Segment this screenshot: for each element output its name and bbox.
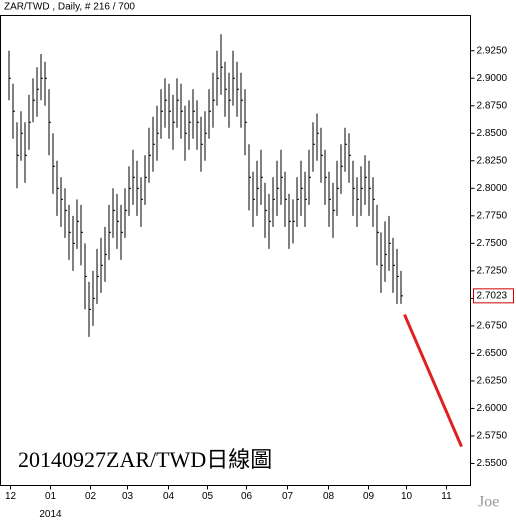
x-tick-label: 12 <box>5 491 17 502</box>
y-tick-label: 2.7250 <box>477 266 508 277</box>
y-tick-label: 2.5500 <box>477 458 508 469</box>
last-price-label: 2.7023 <box>477 290 508 301</box>
x-tick-label: 10 <box>401 491 413 502</box>
y-tick-label: 2.6000 <box>477 403 508 414</box>
x-tick-label: 01 <box>45 491 57 502</box>
y-tick-label: 2.8750 <box>477 100 508 111</box>
x-tick-label: 03 <box>122 491 134 502</box>
y-tick-label: 2.9250 <box>477 45 508 56</box>
x-year-label: 2014 <box>39 509 62 520</box>
y-tick-label: 2.8000 <box>477 183 508 194</box>
x-tick-label: 09 <box>363 491 375 502</box>
x-tick-label: 05 <box>202 491 214 502</box>
x-tick-label: 04 <box>163 491 175 502</box>
plot-frame <box>0 15 471 486</box>
last-price-box <box>473 288 514 304</box>
x-tick-label: 02 <box>85 491 97 502</box>
y-tick-label: 2.7500 <box>477 238 508 249</box>
y-tick-label: 2.6250 <box>477 376 508 387</box>
y-tick-label: 2.9000 <box>477 73 508 84</box>
watermark: Joe <box>478 494 499 511</box>
y-tick-label: 2.8500 <box>477 128 508 139</box>
x-tick-label: 06 <box>241 491 253 502</box>
y-tick-label: 2.5750 <box>477 431 508 442</box>
chart-title: ZAR/TWD , Daily, # 216 / 700 <box>4 2 135 13</box>
y-tick-label: 2.6500 <box>477 348 508 359</box>
y-tick-label: 2.8250 <box>477 155 508 166</box>
annotation: 20140927ZAR/TWD日線圖 <box>18 447 272 472</box>
trend-line <box>403 313 463 448</box>
y-tick-label: 2.7750 <box>477 210 508 221</box>
y-tick-label: 2.6750 <box>477 321 508 332</box>
x-tick-label: 08 <box>323 491 335 502</box>
x-tick-label: 11 <box>441 491 452 502</box>
x-tick-label: 07 <box>282 491 294 502</box>
